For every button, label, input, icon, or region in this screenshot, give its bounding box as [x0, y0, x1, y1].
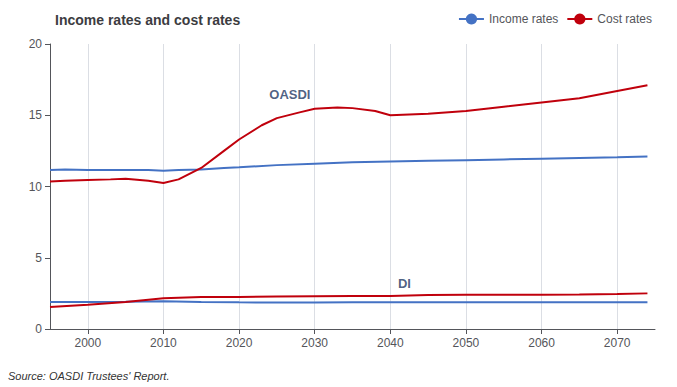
svg-text:20: 20 — [29, 37, 43, 51]
svg-text:Cost rates: Cost rates — [597, 12, 652, 26]
svg-text:Source: OASDI Trustees' Report: Source: OASDI Trustees' Report. — [8, 370, 169, 382]
svg-text:10: 10 — [29, 180, 43, 194]
svg-text:DI: DI — [398, 276, 411, 291]
svg-text:0: 0 — [35, 322, 42, 336]
svg-text:OASDI: OASDI — [269, 87, 310, 102]
svg-text:2040: 2040 — [377, 336, 404, 350]
svg-text:5: 5 — [35, 251, 42, 265]
svg-text:15: 15 — [29, 108, 43, 122]
svg-text:2060: 2060 — [528, 336, 555, 350]
svg-text:2030: 2030 — [301, 336, 328, 350]
svg-text:Income rates: Income rates — [489, 12, 558, 26]
svg-text:2010: 2010 — [150, 336, 177, 350]
svg-text:2050: 2050 — [453, 336, 480, 350]
svg-text:2000: 2000 — [74, 336, 101, 350]
svg-text:2070: 2070 — [604, 336, 631, 350]
svg-text:Income rates and cost rates: Income rates and cost rates — [55, 12, 240, 28]
svg-text:2020: 2020 — [226, 336, 253, 350]
